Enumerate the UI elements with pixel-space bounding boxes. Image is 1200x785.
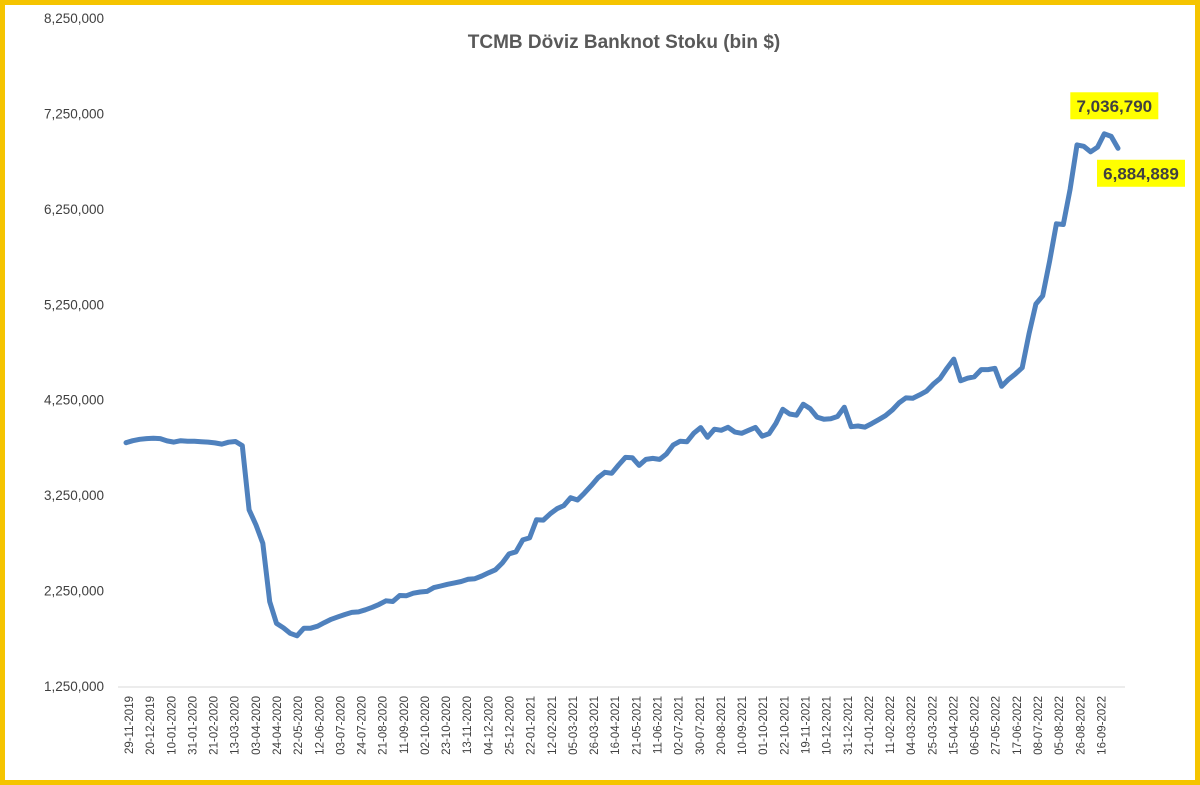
data-label-highlight (1097, 159, 1185, 187)
x-tick-label: 12-02-2021 (547, 696, 559, 755)
x-tick-label: 04-03-2022 (906, 696, 918, 755)
series-line (123, 131, 1121, 639)
x-tick-label: 30-07-2021 (695, 696, 707, 755)
y-tick-label: 6,250,000 (44, 202, 104, 217)
x-tick-label: 16-09-2022 (1096, 696, 1108, 755)
x-tick-label: 22-10-2021 (779, 696, 791, 755)
x-tick-label: 10-01-2020 (166, 696, 178, 755)
data-label: 7,036,790 (1076, 97, 1152, 116)
x-tick-label: 05-03-2021 (568, 696, 580, 755)
x-tick-label: 25-12-2020 (505, 696, 517, 755)
x-tick-label: 10-12-2021 (822, 696, 834, 755)
data-label: 6,884,889 (1103, 164, 1179, 183)
x-tick-label: 19-11-2021 (800, 696, 812, 754)
x-tick-label: 11-09-2020 (399, 696, 411, 754)
x-tick-label: 31-01-2020 (187, 696, 199, 755)
x-tick-label: 11-02-2022 (885, 696, 897, 754)
y-tick-label: 7,250,000 (44, 106, 104, 121)
y-tick-label: 1,250,000 (44, 679, 104, 694)
chart-title: TCMB Döviz Banknot Stoku (bin $) (468, 32, 780, 53)
x-tick-label: 23-10-2020 (441, 696, 453, 755)
x-tick-label: 26-03-2021 (589, 696, 601, 755)
x-tick-label: 24-04-2020 (272, 696, 284, 755)
x-tick-label: 03-04-2020 (251, 696, 263, 755)
x-tick-label: 21-08-2020 (378, 696, 390, 755)
x-tick-label: 17-06-2022 (1012, 696, 1024, 755)
data-label-highlight (1070, 92, 1159, 120)
y-tick-label: 5,250,000 (44, 297, 104, 312)
series-area (123, 131, 1121, 639)
x-tick-label: 22-01-2021 (526, 696, 538, 755)
x-tick-label: 12-06-2020 (314, 696, 326, 755)
x-tick-label: 11-06-2021 (653, 696, 665, 754)
x-tick-label: 02-10-2020 (420, 696, 432, 755)
x-tick-label: 25-03-2022 (927, 696, 939, 755)
y-tick-label: 3,250,000 (44, 488, 104, 503)
x-axis: 29-11-2019 20-12-2019 10-01-2020 31-01-2020… (118, 686, 1125, 755)
x-tick-label: 01-10-2021 (758, 696, 770, 755)
y-axis: 1,250,000 2,250,000 3,250,000 4,250,000 5,25… (44, 11, 104, 694)
x-tick-label: 04-12-2020 (483, 696, 495, 755)
y-tick-label: 2,250,000 (44, 584, 104, 599)
x-tick-label: 20-12-2019 (145, 696, 157, 755)
x-tick-label: 03-07-2020 (335, 696, 347, 755)
x-tick-label: 13-03-2020 (230, 696, 242, 755)
x-tick-label: 05-08-2022 (1054, 696, 1066, 755)
x-tick-label: 16-04-2021 (610, 696, 622, 755)
x-tick-label: 26-08-2022 (1075, 696, 1087, 755)
x-tick-label: 29-11-2019 (124, 696, 136, 754)
x-tick-label: 24-07-2020 (357, 696, 369, 755)
x-tick-label: 10-09-2021 (737, 696, 749, 755)
x-tick-label: 06-05-2022 (970, 696, 982, 755)
x-tick-label: 20-08-2021 (716, 696, 728, 755)
x-tick-label: 15-04-2022 (948, 696, 960, 755)
x-tick-label: 22-05-2020 (293, 696, 305, 755)
x-tick-label: 31-12-2021 (843, 696, 855, 755)
y-tick-label: 8,250,000 (44, 11, 104, 26)
x-tick-label: 13-11-2020 (462, 696, 474, 754)
x-tick-label: 27-05-2022 (991, 696, 1003, 755)
x-tick-label: 08-07-2022 (1033, 696, 1045, 755)
x-tick-label: 02-07-2021 (674, 696, 686, 755)
x-tick-label: 21-01-2022 (864, 696, 876, 755)
y-tick-label: 4,250,000 (44, 393, 104, 408)
data-labels: 7,036,790 6,884,889 (1070, 92, 1185, 187)
x-tick-label: 21-05-2021 (631, 696, 643, 755)
x-tick-label: 21-02-2020 (209, 696, 221, 755)
